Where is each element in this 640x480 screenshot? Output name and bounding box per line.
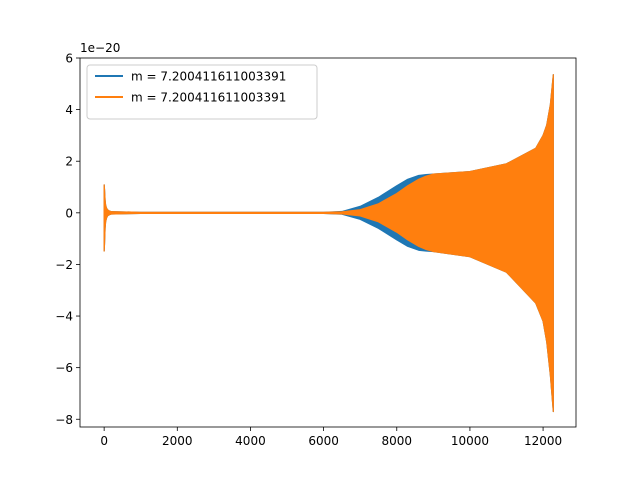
x-tick-label: 8000 [381, 434, 412, 448]
legend: m = 7.200411611003391 m = 7.2004116110033… [87, 65, 317, 119]
x-tick-label: 12000 [524, 434, 562, 448]
y-tick-label: 2 [65, 155, 73, 169]
x-axis-ticks: 0 2000 4000 6000 8000 10000 12000 [100, 427, 562, 448]
x-tick-label: 6000 [308, 434, 339, 448]
y-tick-label: −2 [55, 258, 73, 272]
y-tick-label: 0 [65, 206, 73, 220]
x-tick-label: 4000 [235, 434, 266, 448]
y-tick-label: −6 [55, 361, 73, 375]
x-tick-label: 2000 [162, 434, 193, 448]
y-tick-label: −4 [55, 310, 73, 324]
x-tick-label: 10000 [451, 434, 489, 448]
x-tick-label: 0 [100, 434, 108, 448]
y-tick-label: −8 [55, 413, 73, 427]
y-tick-label: 6 [65, 52, 73, 66]
y-axis-ticks: −8 −6 −4 −2 0 2 4 6 [55, 52, 80, 427]
legend-label-1: m = 7.200411611003391 [131, 70, 286, 84]
legend-label-2: m = 7.200411611003391 [131, 91, 286, 105]
y-tick-label: 4 [65, 103, 73, 117]
y-offset-text: 1e−20 [80, 41, 120, 55]
